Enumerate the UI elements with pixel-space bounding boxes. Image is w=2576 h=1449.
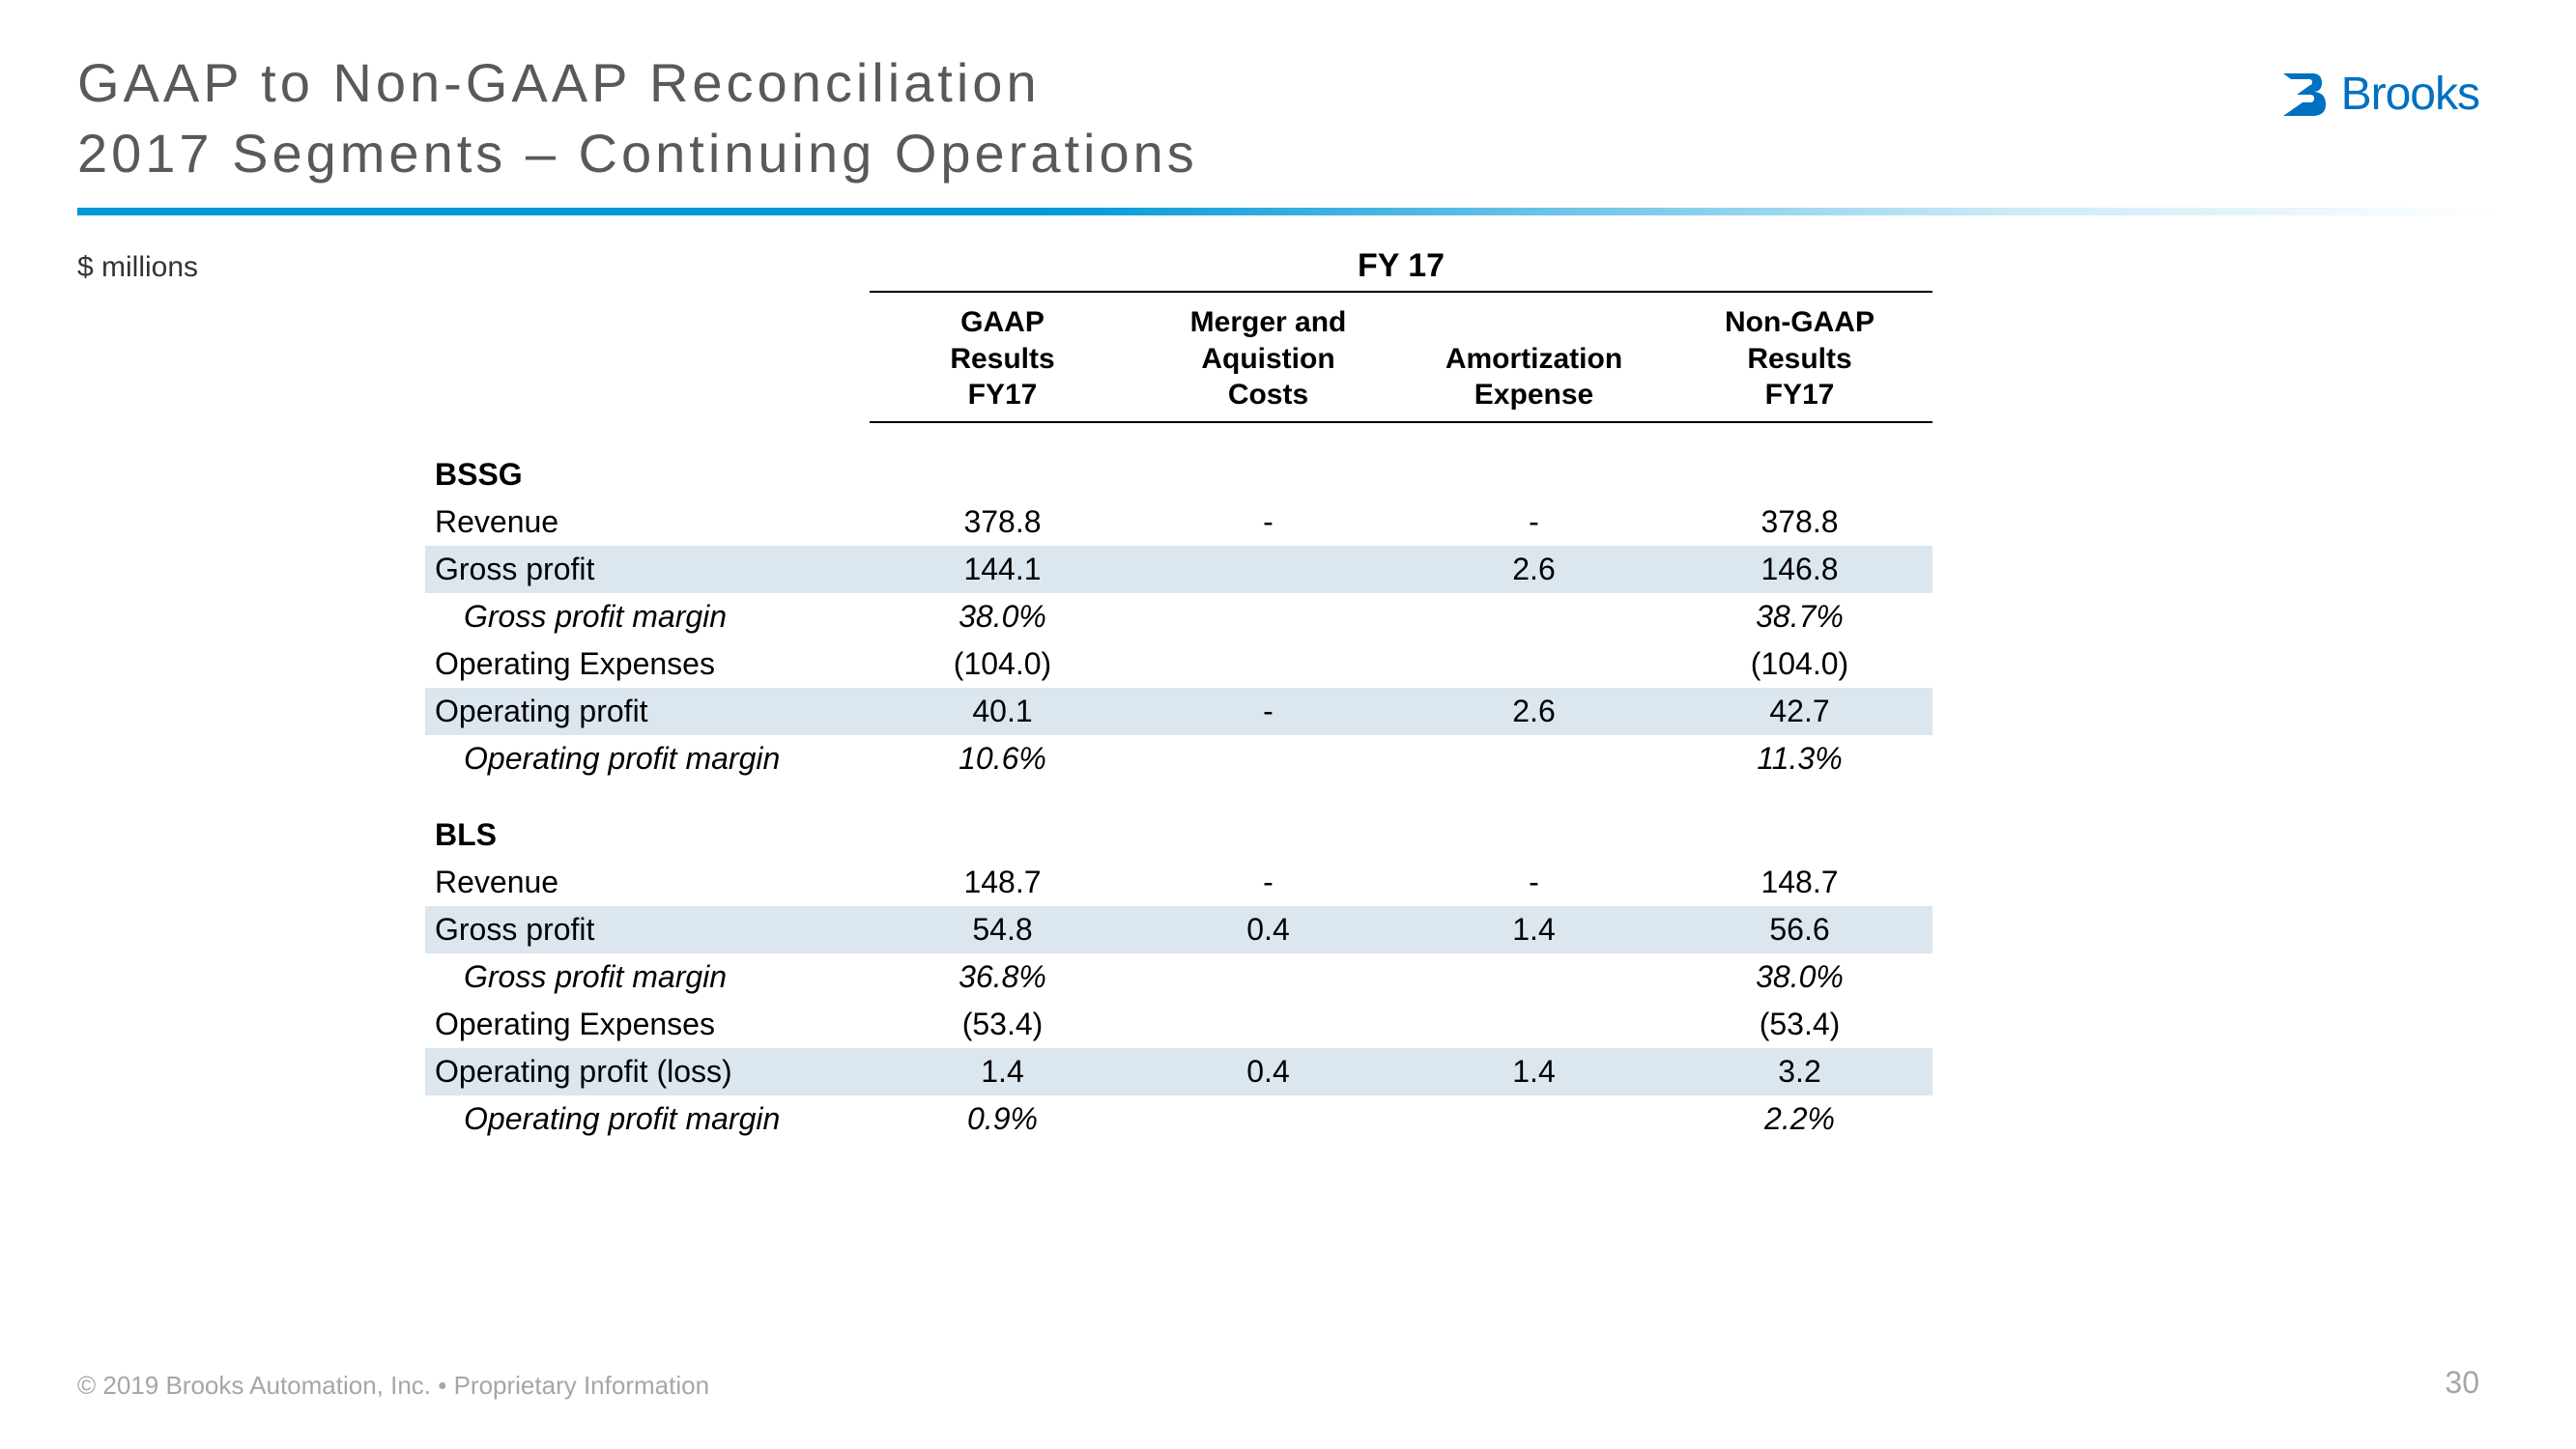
- table-row: Gross profit 54.8 0.4 1.4 56.6: [425, 906, 1932, 953]
- table-row: Revenue 148.7 - - 148.7: [425, 859, 1932, 906]
- col-amort: AmortizationExpense: [1401, 292, 1667, 422]
- fy-header: FY 17: [870, 242, 1932, 292]
- header-divider: [77, 208, 2499, 215]
- table-row: Gross profit 144.1 2.6 146.8: [425, 546, 1932, 593]
- fy-header-row: FY 17: [425, 242, 1932, 292]
- brand-name: Brooks: [2341, 68, 2479, 121]
- slide-title-line2: 2017 Segments – Continuing Operations: [77, 119, 2499, 189]
- table-row: Operating Expenses (53.4) (53.4): [425, 1001, 1932, 1048]
- unit-label: $ millions: [77, 251, 198, 284]
- table-row: Operating profit margin 10.6% 11.3%: [425, 735, 1932, 782]
- reconciliation-table: FY 17 GAAPResultsFY17 Merger andAquistio…: [425, 242, 1932, 1143]
- brand-logo: Brooks: [2283, 68, 2479, 121]
- column-header-row: GAAPResultsFY17 Merger andAquistionCosts…: [425, 292, 1932, 422]
- copyright-footer: © 2019 Brooks Automation, Inc. • Proprie…: [77, 1371, 709, 1401]
- table-row: Operating Expenses (104.0) (104.0): [425, 640, 1932, 688]
- brand-mark-icon: [2283, 73, 2332, 116]
- table-row: Operating profit margin 0.9% 2.2%: [425, 1095, 1932, 1143]
- page-number: 30: [2445, 1365, 2479, 1401]
- table-row: Gross profit margin 38.0% 38.7%: [425, 593, 1932, 640]
- section-bls: BLS: [425, 811, 1932, 859]
- table-row: Revenue 378.8 - - 378.8: [425, 498, 1932, 546]
- table-row: Operating profit (loss) 1.4 0.4 1.4 3.2: [425, 1048, 1932, 1095]
- col-merger: Merger andAquistionCosts: [1135, 292, 1401, 422]
- table-row: Gross profit margin 36.8% 38.0%: [425, 953, 1932, 1001]
- section-bssg: BSSG: [425, 451, 1932, 498]
- slide-title-line1: GAAP to Non-GAAP Reconciliation: [77, 48, 2499, 119]
- col-nongaap: Non-GAAPResultsFY17: [1667, 292, 1932, 422]
- table-row: Operating profit 40.1 - 2.6 42.7: [425, 688, 1932, 735]
- col-gaap: GAAPResultsFY17: [870, 292, 1135, 422]
- slide-header: GAAP to Non-GAAP Reconciliation 2017 Seg…: [77, 48, 2499, 189]
